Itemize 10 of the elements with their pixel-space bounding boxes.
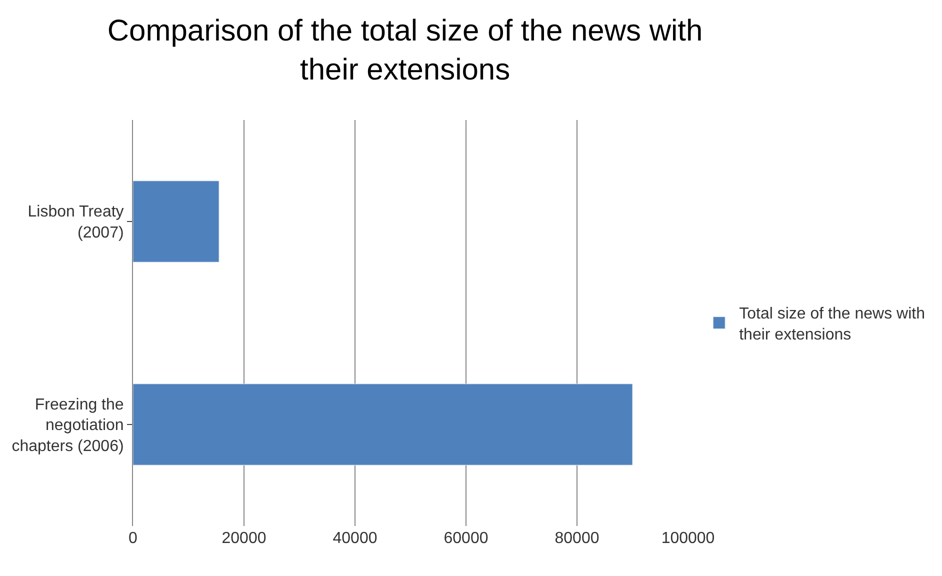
legend-label: Total size of the news with their extensions xyxy=(739,306,925,344)
x-tick-label: 0 xyxy=(128,530,138,547)
x-tick-label: 20000 xyxy=(222,530,266,547)
x-tick-label: 40000 xyxy=(332,530,378,547)
x-tick-label: 60000 xyxy=(444,530,488,547)
x-tick-label: 100000 xyxy=(661,530,715,547)
x-tick-label: 80000 xyxy=(554,530,600,547)
y-tick-label: Lisbon Treaty (2007) xyxy=(28,204,124,242)
y-tick-label: Freezing the negotiation chapters (2006) xyxy=(12,396,124,455)
chart-title: Comparison of the total size of the news with their extensions xyxy=(107,14,703,86)
